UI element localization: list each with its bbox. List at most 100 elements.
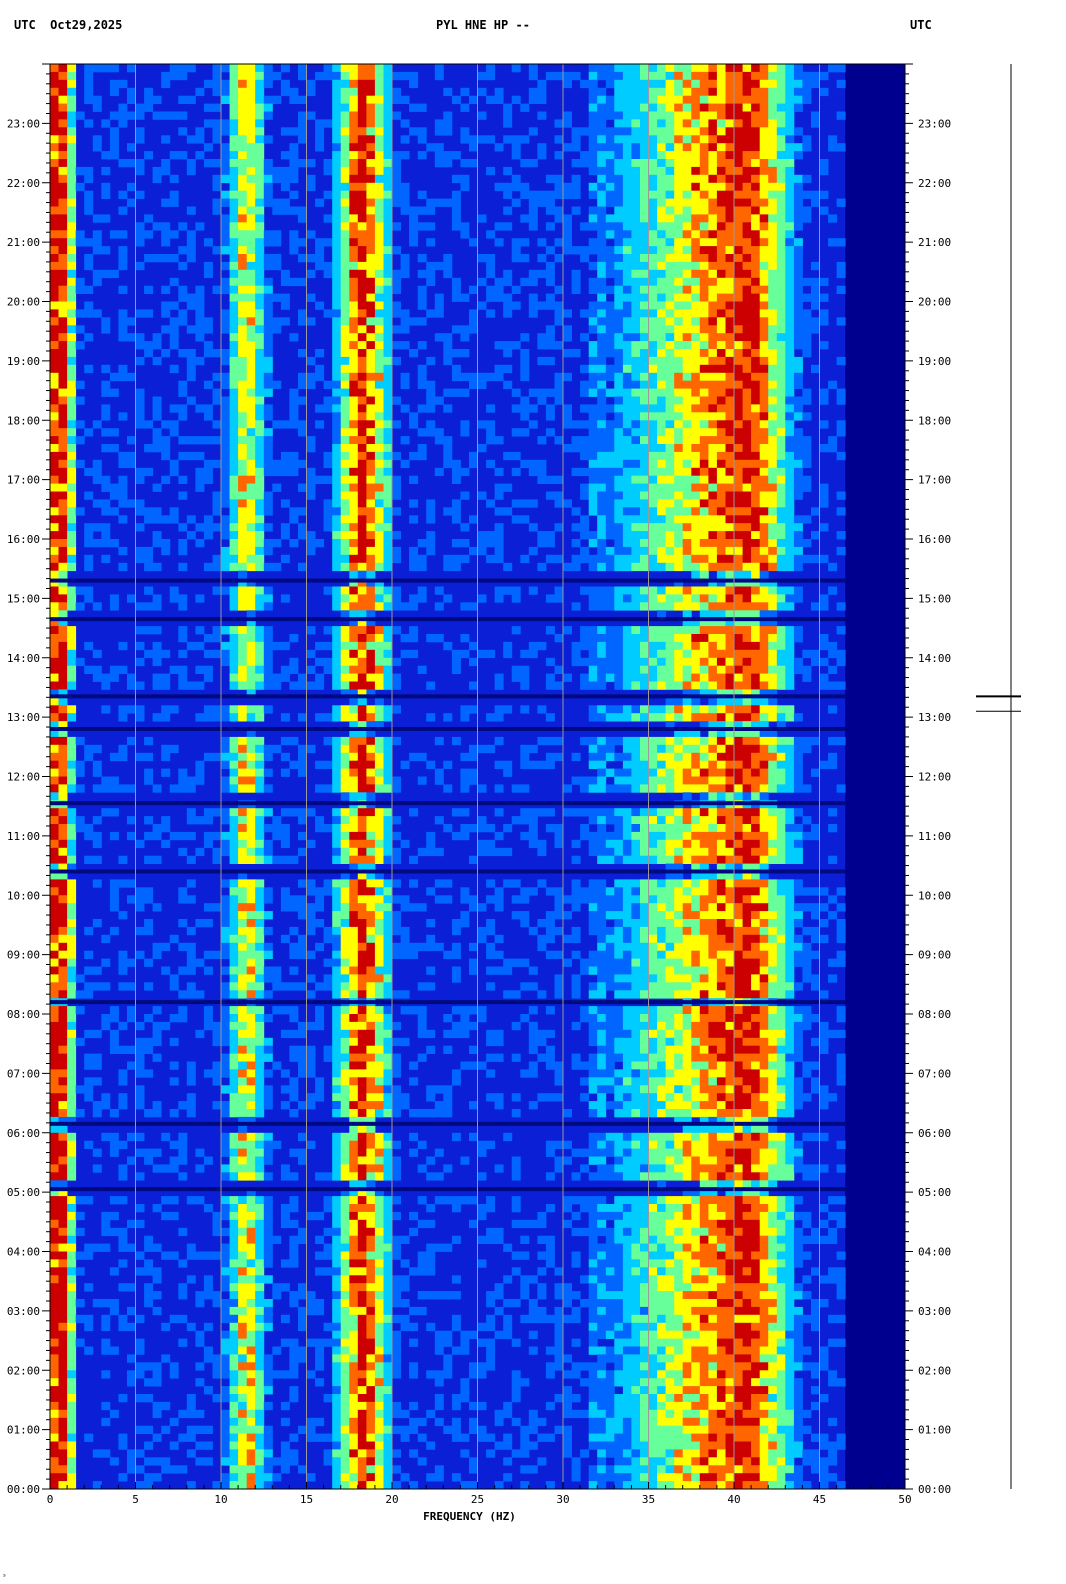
spectrogram-cell	[640, 238, 649, 247]
spectrogram-cell	[503, 380, 513, 389]
spectrogram-cell	[699, 246, 709, 255]
spectrogram-cell	[50, 151, 59, 160]
spectrogram-cell	[374, 483, 384, 492]
spectrogram-cell	[238, 333, 248, 342]
spectrogram-cell	[144, 554, 154, 564]
spectrogram-cell	[785, 261, 795, 271]
spectrogram-cell	[203, 317, 213, 326]
spectrogram-cell	[229, 333, 239, 342]
spectrogram-cell	[152, 649, 162, 659]
spectrogram-cell	[298, 713, 307, 722]
spectrogram-cell	[67, 665, 77, 674]
spectrogram-cell	[725, 230, 735, 239]
spectrogram-cell	[545, 752, 555, 762]
spectrogram-cell	[699, 539, 709, 548]
spectrogram-cell	[443, 713, 453, 722]
spectrogram-cell	[50, 523, 59, 532]
spectrogram-cell	[640, 768, 649, 777]
spectrogram-cell	[545, 198, 555, 207]
spectrogram-cell	[417, 103, 427, 112]
spectrogram-cell	[742, 483, 752, 492]
spectrogram-cell	[366, 404, 376, 413]
spectrogram-cell	[751, 388, 761, 397]
spectrogram-cell	[708, 198, 718, 207]
spectrogram-cell	[263, 586, 273, 595]
spectrogram-cell	[520, 182, 530, 192]
spectrogram-cell	[67, 586, 77, 595]
spectrogram-cell	[776, 174, 786, 184]
spectrogram-cell	[520, 412, 530, 421]
spectrogram-cell	[315, 301, 325, 310]
spectrogram-cell	[682, 396, 692, 405]
spectrogram-cell	[229, 681, 239, 690]
spectrogram-cell	[383, 190, 393, 199]
spectrogram-cell	[597, 103, 607, 112]
spectrogram-cell	[605, 546, 615, 556]
spectrogram-cell	[246, 151, 256, 160]
spectrogram-cell	[255, 428, 265, 437]
spectrogram-cell	[605, 562, 615, 572]
spectrogram-cell	[759, 309, 769, 318]
spectrogram-cell	[836, 396, 846, 405]
spectrogram-cell	[374, 641, 384, 651]
spectrogram-cell	[238, 198, 248, 207]
spectrogram-cell	[605, 372, 615, 382]
spectrogram-cell	[768, 657, 778, 667]
spectrogram-cell	[340, 744, 350, 754]
spectrogram-cell	[716, 736, 726, 746]
spectrogram-cell	[665, 444, 675, 453]
spectrogram-cell	[349, 649, 359, 659]
spectrogram-cell	[640, 626, 649, 635]
spectrogram-cell	[109, 752, 119, 762]
spectrogram-cell	[349, 776, 359, 785]
spectrogram-cell	[306, 372, 316, 382]
spectrogram-cell	[221, 222, 230, 231]
spectrogram-cell	[221, 736, 230, 746]
spectrogram-cell	[768, 166, 778, 176]
spectrogram-cell	[298, 206, 307, 215]
spectrogram-cell	[776, 388, 786, 397]
spectrogram-cell	[734, 523, 743, 532]
spectrogram-cell	[588, 436, 598, 445]
spectrogram-cell	[477, 111, 487, 120]
spectrogram-cell	[640, 752, 649, 762]
spectrogram-cell	[178, 404, 188, 413]
spectrogram-cell	[614, 269, 624, 279]
spectrogram-cell	[682, 515, 692, 524]
spectrogram-cell	[109, 143, 119, 152]
spectrogram-cell	[751, 420, 761, 429]
spectrogram-cell	[588, 705, 598, 714]
spectrogram-cell	[477, 539, 487, 548]
spectrogram-cell	[460, 127, 470, 136]
spectrogram-cell	[751, 174, 761, 184]
spectrogram-cell	[776, 159, 786, 168]
spectrogram-cell	[682, 103, 692, 112]
spectrogram-cell	[751, 87, 761, 97]
spectrogram-cell	[374, 285, 384, 294]
spectrogram-cell	[469, 602, 478, 611]
spectrogram-cell	[289, 736, 299, 746]
spectrogram-cell	[298, 254, 307, 263]
spectrogram-cell	[349, 729, 359, 738]
spectrogram-cell	[802, 475, 812, 484]
spectrogram-cell	[349, 491, 359, 500]
spectrogram-cell	[682, 689, 692, 698]
spectrogram-cell	[605, 523, 615, 532]
spectrogram-cell	[657, 475, 667, 484]
spectrogram-cell	[580, 657, 590, 667]
spectrogram-cell	[503, 111, 513, 120]
spectrogram-cell	[793, 768, 803, 777]
spectrogram-cell	[135, 626, 145, 635]
spectrogram-cell	[246, 95, 256, 104]
spectrogram-cell	[725, 776, 735, 785]
spectrogram-cell	[511, 135, 521, 144]
spectrogram-cell	[306, 626, 316, 635]
spectrogram-cell	[665, 736, 675, 746]
spectrogram-cell	[58, 151, 68, 160]
spectrogram-cell	[597, 428, 607, 437]
spectrogram-cell	[221, 190, 230, 199]
spectrogram-cell	[605, 301, 615, 310]
spectrogram-cell	[691, 364, 701, 374]
spectrogram-cell	[776, 372, 786, 382]
spectrogram-cell	[597, 554, 607, 564]
